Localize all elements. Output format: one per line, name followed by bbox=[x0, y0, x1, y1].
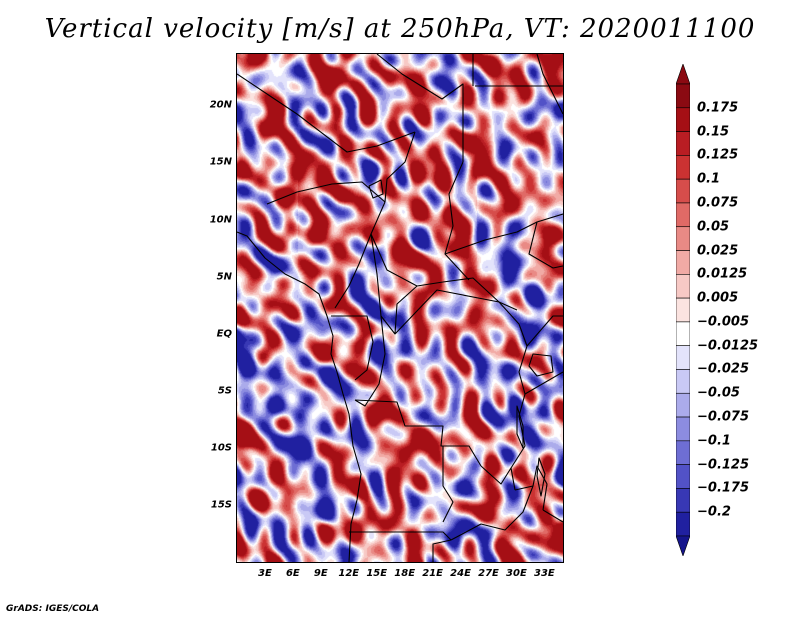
map-panel bbox=[236, 53, 564, 563]
border-south-sudan-ethiopia bbox=[528, 221, 563, 269]
colorbar-level-label: −0.05 bbox=[697, 385, 740, 401]
colorbar-level-label: 0.025 bbox=[697, 243, 739, 259]
border-niger-nigeria bbox=[266, 181, 386, 205]
border-angola-namibia bbox=[349, 531, 452, 541]
red-sea-coast bbox=[536, 54, 563, 115]
border-angola-zambia bbox=[442, 446, 454, 523]
colorbar bbox=[676, 64, 690, 556]
border-botswana bbox=[432, 539, 452, 562]
lon-tick-label: 27E bbox=[478, 568, 499, 579]
border-drc-east bbox=[510, 323, 528, 469]
colorbar-swatch bbox=[676, 131, 690, 156]
border-chad-car bbox=[370, 201, 444, 287]
lake-chad bbox=[368, 179, 384, 199]
map-title: Vertical velocity [m/s] at 250hPa, VT: 2… bbox=[44, 14, 756, 44]
border-sudan-south-sudan bbox=[444, 213, 563, 255]
colorbar-level-label: −0.005 bbox=[697, 314, 750, 330]
lon-tick-label: 15E bbox=[366, 568, 388, 579]
colorbar-level-label: −0.1 bbox=[697, 433, 731, 449]
border-drc-north bbox=[394, 289, 520, 335]
lat-tick-label: 15N bbox=[209, 156, 232, 168]
border-tanzania bbox=[524, 371, 563, 395]
colorbar-swatch bbox=[676, 274, 690, 299]
lat-tick-label: 15S bbox=[210, 499, 232, 511]
lake-tanganyika bbox=[516, 405, 524, 449]
colorbar-swatch bbox=[676, 83, 690, 109]
lat-tick-label: 5N bbox=[216, 271, 232, 283]
border-gabon-congo bbox=[331, 315, 374, 381]
border-malawi bbox=[514, 465, 548, 511]
border-chad-sudan bbox=[444, 161, 470, 281]
border-libya-chad bbox=[376, 54, 464, 162]
lon-tick-label: 24E bbox=[450, 568, 471, 579]
lake-malawi bbox=[536, 457, 546, 497]
colorbar-level-label: 0.05 bbox=[697, 219, 730, 235]
border-mozambique bbox=[542, 509, 563, 523]
lon-tick-label: 12E bbox=[338, 568, 360, 579]
colorbar-swatch bbox=[676, 250, 690, 275]
lat-tick-label: 10N bbox=[209, 214, 232, 226]
lon-tick-label: 21E bbox=[422, 568, 443, 579]
colorbar-level-label: 0.075 bbox=[697, 195, 739, 211]
colorbar-level-label: 0.15 bbox=[697, 124, 730, 140]
border-car-south-sudan bbox=[442, 277, 518, 311]
lake-victoria bbox=[528, 353, 554, 377]
lon-tick-label: 9E bbox=[313, 568, 328, 579]
colorbar-over-arrow bbox=[676, 64, 690, 85]
lon-tick-label: 18E bbox=[394, 568, 416, 579]
border-uganda-kenya bbox=[526, 315, 563, 347]
colorbar-swatch bbox=[676, 297, 690, 323]
colorbar-level-label: −0.025 bbox=[697, 361, 750, 377]
colorbar-level-label: 0.1 bbox=[697, 171, 721, 187]
lat-tick-label: EQ bbox=[216, 328, 232, 340]
colorbar-swatch bbox=[676, 416, 690, 442]
lat-tick-label: 5S bbox=[217, 385, 232, 397]
border-drc-angola bbox=[354, 399, 482, 467]
colorbar-swatch bbox=[676, 202, 690, 228]
border-congo-drc bbox=[354, 315, 386, 407]
colorbar-swatch bbox=[676, 440, 690, 465]
colorbar-level-label: −0.2 bbox=[697, 504, 731, 520]
colorbar-swatch bbox=[676, 178, 690, 204]
grads-credit: GrADS: IGES/COLA bbox=[6, 604, 100, 614]
border-chad-niger bbox=[384, 131, 416, 203]
border-zambia-south bbox=[450, 485, 534, 541]
colorbar-swatch bbox=[676, 226, 690, 251]
border-drc-zambia bbox=[480, 465, 516, 491]
colorbar-swatch bbox=[676, 345, 690, 370]
colorbar-swatch bbox=[676, 107, 690, 132]
colorbar-level-label: −0.175 bbox=[697, 480, 750, 496]
lon-tick-label: 3E bbox=[258, 568, 272, 579]
lon-tick-label: 30E bbox=[506, 568, 527, 579]
lon-tick-label: 33E bbox=[533, 568, 555, 579]
country-borders-overlay bbox=[237, 54, 563, 562]
colorbar-under-arrow bbox=[676, 535, 690, 556]
colorbar-swatch bbox=[676, 369, 690, 394]
colorbar-swatch bbox=[676, 155, 690, 180]
colorbar-level-label: −0.0125 bbox=[697, 338, 759, 354]
colorbar-level-label: 0.125 bbox=[697, 147, 739, 163]
colorbar-level-label: 0.005 bbox=[697, 290, 739, 306]
colorbar-level-label: 0.175 bbox=[697, 100, 739, 116]
colorbar-level-label: 0.0125 bbox=[697, 266, 748, 282]
lat-tick-label: 10S bbox=[210, 442, 232, 454]
colorbar-swatch bbox=[676, 464, 690, 489]
vertical-velocity-field bbox=[237, 54, 563, 562]
lon-tick-label: 6E bbox=[285, 568, 300, 579]
lat-tick-label: 20N bbox=[209, 99, 232, 111]
coastline-west bbox=[237, 231, 362, 562]
colorbar-level-label: −0.075 bbox=[697, 409, 750, 425]
colorbar-swatch bbox=[676, 321, 690, 346]
colorbar-swatch bbox=[676, 511, 690, 537]
border-nigeria-cameroon bbox=[334, 233, 372, 309]
border-algeria-niger bbox=[237, 73, 416, 153]
colorbar-level-label: −0.125 bbox=[697, 457, 750, 473]
colorbar-swatch bbox=[676, 488, 690, 513]
border-cameroon-car bbox=[370, 233, 418, 335]
colorbar-swatch bbox=[676, 392, 690, 418]
